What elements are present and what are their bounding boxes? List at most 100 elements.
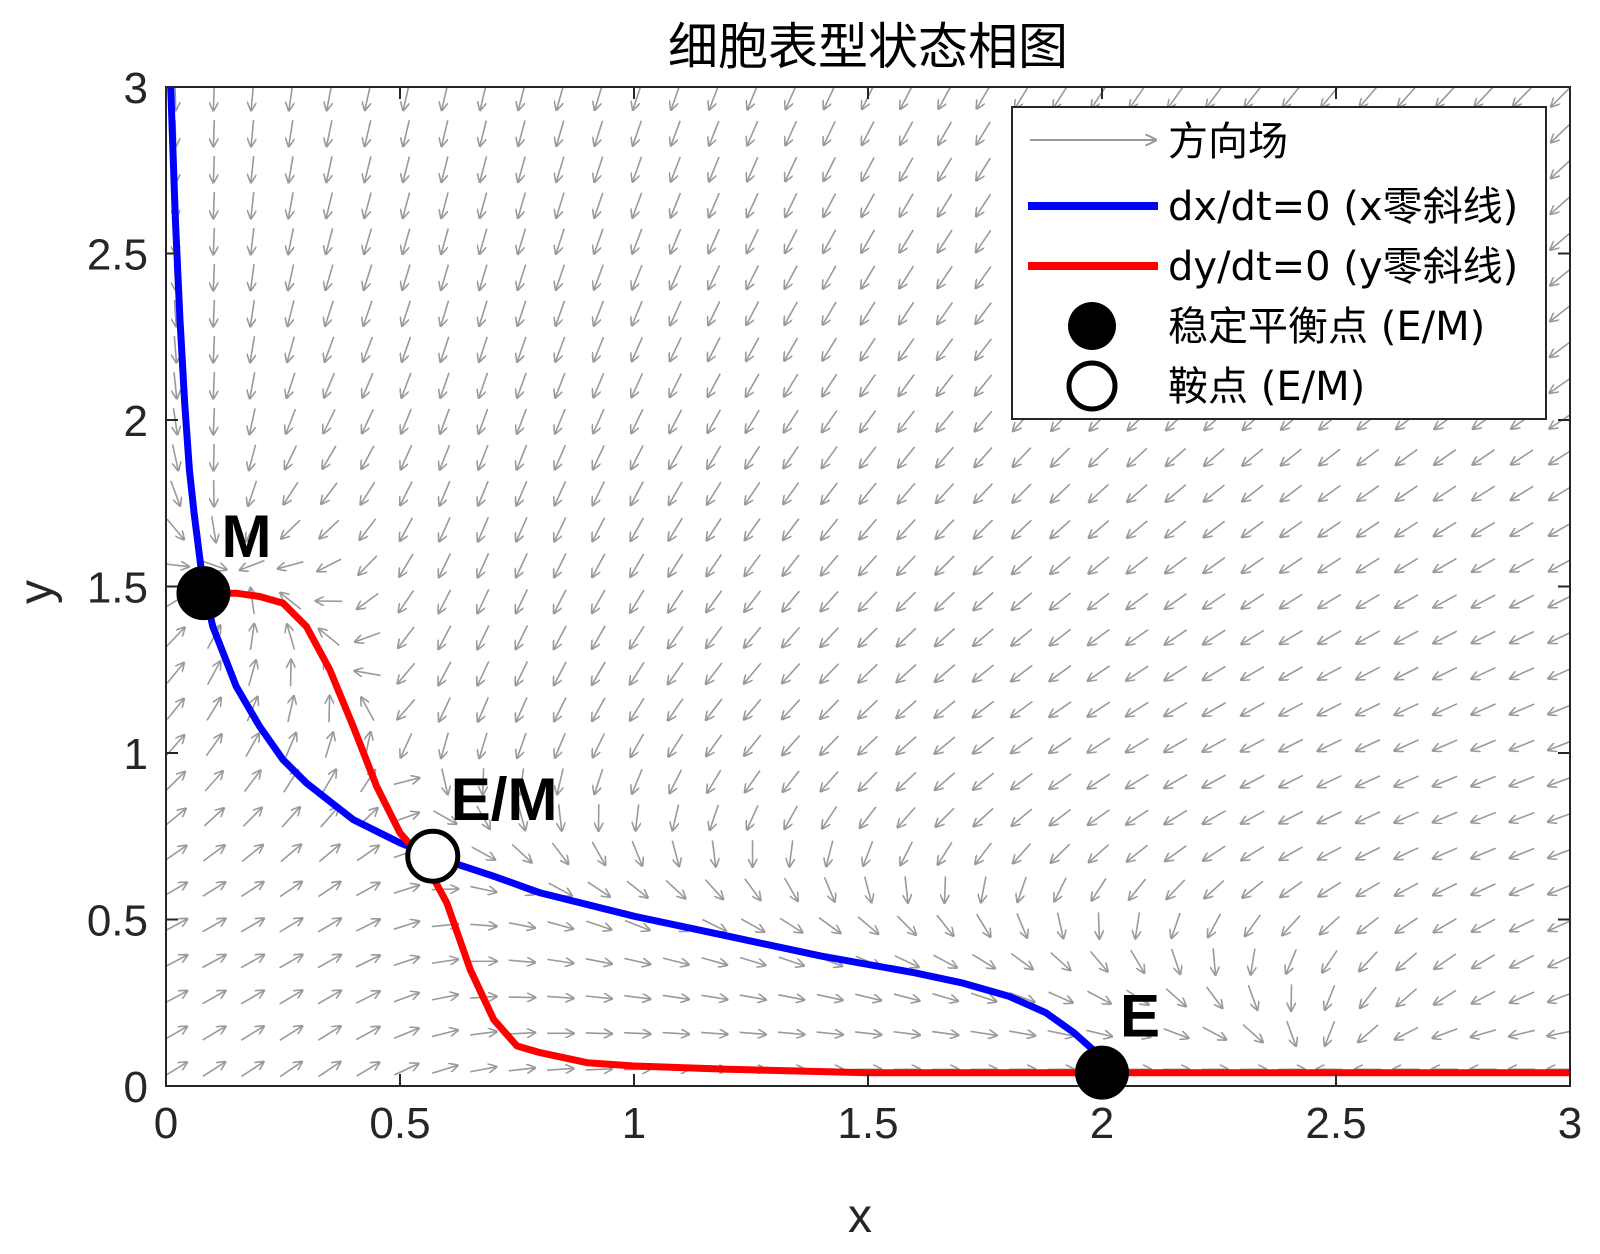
field-arrow [441, 768, 448, 794]
field-arrow [905, 876, 908, 902]
field-arrow [1241, 738, 1265, 751]
field-arrow [931, 1032, 958, 1036]
field-arrow [632, 372, 644, 397]
field-arrow [783, 590, 800, 611]
field-arrow [1473, 485, 1496, 500]
field-arrow [1281, 448, 1302, 465]
field-arrow [1089, 950, 1107, 971]
field-arrow [1127, 556, 1149, 573]
field-arrow [861, 337, 876, 360]
legend-saddle-marker [1066, 360, 1118, 412]
x-tick-label: 1 [622, 1099, 646, 1148]
field-arrow [240, 991, 264, 1005]
y-tick-label: 1.5 [87, 564, 148, 613]
field-arrow [441, 192, 449, 217]
field-arrow [785, 805, 799, 829]
field-arrow [1165, 988, 1185, 1006]
field-arrow [861, 301, 876, 324]
field-arrow [1124, 1028, 1150, 1037]
field-arrow [365, 156, 372, 181]
field-arrow [1203, 738, 1227, 752]
field-arrow [320, 519, 340, 538]
field-arrow [669, 553, 684, 576]
field-arrow [556, 336, 566, 361]
field-arrow [971, 953, 994, 968]
field-arrow [898, 518, 916, 538]
field-arrow [1281, 520, 1303, 537]
field-arrow [824, 87, 836, 109]
field-arrow [365, 120, 372, 145]
field-arrow [975, 338, 993, 360]
field-arrow [401, 408, 412, 433]
field-arrow [938, 157, 953, 180]
field-arrow [1396, 448, 1418, 465]
field-arrow [317, 1026, 340, 1041]
field-arrow [1549, 740, 1570, 750]
field-arrow [287, 625, 296, 650]
field-arrow [1395, 702, 1419, 715]
field-arrow [547, 921, 573, 929]
field-arrow [937, 301, 954, 323]
field-arrow [594, 300, 605, 325]
field-arrow [1433, 847, 1458, 858]
field-arrow [823, 876, 834, 901]
field-arrow [251, 87, 253, 110]
field-arrow [669, 481, 683, 505]
field-arrow [899, 265, 915, 288]
field-arrow [745, 481, 761, 504]
field-arrow [202, 955, 225, 969]
field-arrow [587, 881, 610, 896]
equilibrium-label: E/M [451, 766, 558, 833]
field-arrow [1434, 989, 1457, 1004]
field-arrow [1510, 1029, 1535, 1036]
field-arrow [1203, 810, 1227, 824]
field-arrow [1015, 87, 1029, 108]
field-arrow [594, 228, 604, 254]
field-arrow [204, 771, 222, 792]
field-arrow [1356, 775, 1381, 787]
field-arrow [1549, 595, 1570, 607]
field-arrow [636, 804, 639, 830]
field-arrow [1280, 810, 1304, 823]
field-arrow [1013, 483, 1032, 502]
field-arrow [593, 481, 606, 504]
field-arrow [1551, 268, 1570, 285]
field-arrow [1127, 665, 1149, 680]
field-arrow [976, 229, 992, 252]
field-arrow [1050, 628, 1072, 645]
field-arrow [1165, 629, 1188, 644]
field-arrow [1358, 485, 1380, 501]
field-arrow [744, 626, 762, 647]
field-arrow [479, 372, 489, 398]
field-arrow [202, 919, 225, 933]
field-arrow [1510, 847, 1535, 858]
field-arrow [898, 482, 916, 503]
field-arrow [363, 372, 374, 397]
field-arrow [326, 156, 333, 181]
x-tick-label: 0 [154, 1099, 178, 1148]
field-arrow [1550, 486, 1570, 499]
field-arrow [1280, 702, 1304, 715]
field-arrow [746, 409, 760, 432]
field-arrow [1242, 1024, 1262, 1042]
field-arrow [1092, 87, 1107, 108]
field-arrow [1551, 232, 1570, 250]
field-arrow [356, 883, 379, 897]
field-arrow [551, 842, 568, 864]
field-arrow [206, 662, 220, 685]
field-arrow [671, 87, 681, 109]
field-arrow [1318, 738, 1342, 751]
field-arrow [1550, 341, 1570, 357]
field-arrow [241, 882, 263, 898]
field-arrow [1050, 701, 1072, 717]
field-arrow [1398, 87, 1416, 106]
field-arrow [440, 480, 451, 505]
field-arrow [403, 156, 411, 181]
field-arrow [1318, 666, 1342, 679]
field-arrow [783, 770, 800, 791]
field-arrow [861, 373, 877, 395]
field-arrow [280, 845, 301, 863]
field-arrow [557, 768, 564, 794]
field-arrow [669, 517, 684, 540]
field-arrow [630, 697, 645, 720]
